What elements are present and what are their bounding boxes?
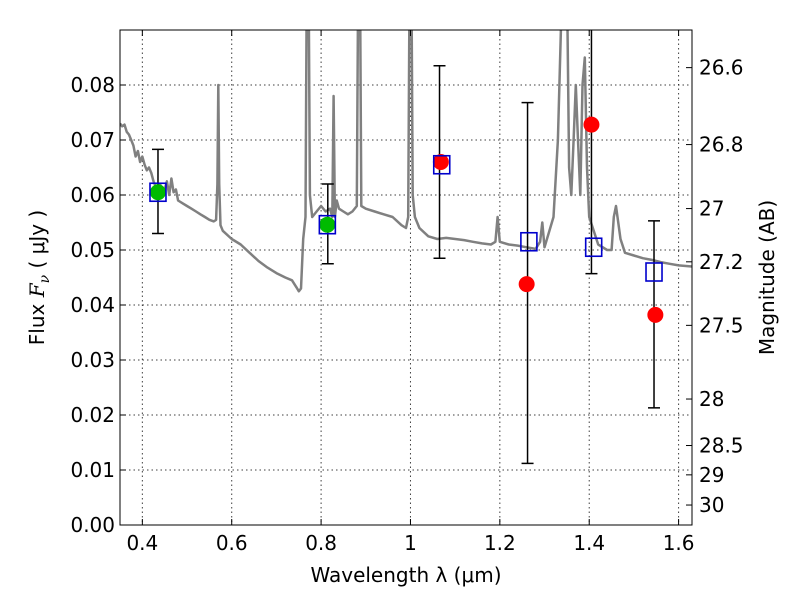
y2-tick-label: 26.6 (699, 56, 744, 80)
y-axis-label: Flux Fν ( μJy ) (25, 210, 53, 345)
x-tick-label: 0.6 (216, 531, 248, 555)
red-point (647, 306, 664, 323)
data-markers (149, 116, 664, 323)
y-axis-label-subscript: ν (37, 274, 53, 283)
x-axis-label: Wavelength λ (μm) (310, 563, 501, 587)
y-tick-label: 0.02 (70, 403, 115, 427)
square-marker (584, 237, 603, 258)
y2-tick-label: 29 (699, 463, 724, 487)
square-marker (318, 214, 337, 235)
grid (120, 30, 692, 526)
y-axis-label-prefix: Flux (25, 297, 49, 345)
model-spectrum (120, 30, 692, 293)
y-tick-label: 0.05 (70, 238, 115, 262)
y2-tick-label: 28.5 (699, 434, 744, 458)
spectrum-line (120, 30, 692, 293)
y-tick-label: 0.08 (70, 73, 115, 97)
y2-tick-label: 28 (699, 387, 724, 411)
x-tick-label: 1.2 (484, 531, 516, 555)
y2-tick-label: 27.5 (699, 313, 744, 337)
red-point (583, 116, 600, 133)
y-tick-label: 0.07 (70, 128, 115, 152)
x-tick-label: 1 (404, 531, 417, 555)
red-point (432, 154, 449, 170)
y-tick-label: 0.04 (70, 293, 115, 317)
y2-tick-label: 26.8 (699, 133, 744, 157)
y-tick-label: 0.01 (70, 458, 115, 482)
y-tick-label: 0.00 (70, 513, 115, 537)
y2-tick-label: 30 (699, 493, 724, 517)
x-tick-label: 1.4 (573, 531, 605, 555)
square-marker (432, 154, 451, 175)
green-point (319, 216, 336, 233)
square-marker (149, 182, 167, 203)
x-tick-label: 1.6 (663, 531, 695, 555)
y-axis-label-suffix: ( μJy ) (25, 210, 49, 275)
square-marker (520, 231, 538, 252)
x-tick-label: 0.8 (305, 531, 337, 555)
y2-axis-label: Magnitude (AB) (755, 200, 779, 355)
y2-tick-label: 27 (699, 197, 724, 221)
y-tick-label: 0.03 (70, 348, 115, 372)
plot-frame (119, 29, 693, 526)
y-tick-label: 0.06 (70, 183, 115, 207)
x-tick-label: 0.4 (126, 531, 158, 555)
error-bars (151, 30, 661, 465)
square-marker (645, 262, 663, 282)
green-point (149, 184, 166, 201)
axis-ticks: 0.4 0.6 0.8 1 1.2 1.4 1.6 0.00 0.01 0.02 0.03 0.04 0… (70, 30, 744, 555)
y-axis-label-symbol: F (25, 282, 49, 298)
y2-tick-label: 27.2 (699, 250, 744, 274)
red-point (518, 276, 535, 293)
